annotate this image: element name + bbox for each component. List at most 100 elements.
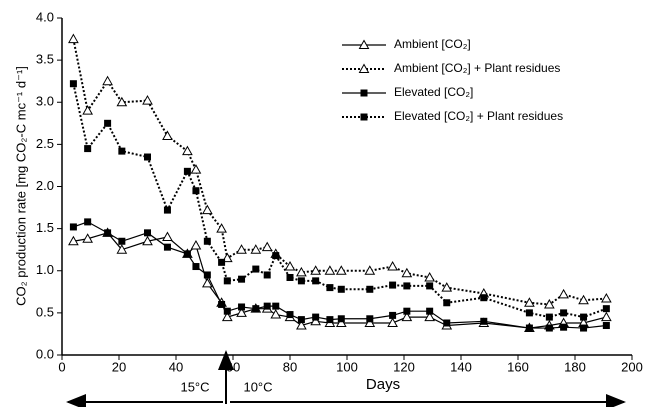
y-tick-label: 0.0 bbox=[36, 346, 54, 361]
marker bbox=[426, 282, 434, 290]
marker bbox=[203, 271, 211, 279]
legend-label: Elevated [CO₂] + Plant residues bbox=[394, 109, 563, 123]
marker bbox=[236, 244, 247, 254]
marker bbox=[104, 119, 112, 127]
marker bbox=[272, 252, 280, 260]
marker bbox=[602, 322, 610, 330]
marker bbox=[190, 164, 202, 174]
annotation: 15°C bbox=[180, 379, 209, 394]
marker bbox=[182, 145, 193, 156]
marker bbox=[441, 282, 453, 292]
marker bbox=[580, 313, 588, 321]
marker bbox=[201, 277, 213, 288]
marker bbox=[201, 204, 213, 215]
marker bbox=[116, 96, 128, 107]
marker bbox=[68, 33, 79, 44]
legend-label: Elevated [CO₂] bbox=[394, 85, 473, 99]
marker bbox=[578, 294, 589, 305]
marker bbox=[524, 297, 535, 307]
marker bbox=[118, 237, 126, 245]
marker bbox=[286, 311, 294, 319]
marker bbox=[480, 317, 488, 325]
marker bbox=[403, 282, 411, 290]
x-tick-label: 40 bbox=[169, 359, 183, 374]
marker bbox=[82, 105, 94, 115]
marker bbox=[142, 95, 153, 105]
marker bbox=[162, 231, 173, 242]
marker bbox=[364, 317, 376, 327]
y-axis-label: CO₂ production rate [mg CO₂-C mc⁻¹ d⁻¹] bbox=[13, 66, 28, 306]
marker bbox=[310, 315, 322, 326]
marker bbox=[144, 153, 151, 161]
marker bbox=[261, 241, 273, 252]
marker bbox=[272, 302, 280, 310]
x-tick-label: 0 bbox=[58, 359, 65, 374]
x-tick-label: 60 bbox=[226, 359, 240, 374]
marker bbox=[263, 302, 271, 310]
marker bbox=[236, 307, 247, 317]
legend-marker bbox=[360, 89, 368, 97]
marker bbox=[284, 261, 296, 271]
marker bbox=[223, 277, 231, 285]
marker bbox=[337, 315, 345, 323]
marker bbox=[84, 145, 92, 153]
marker bbox=[252, 265, 260, 273]
marker bbox=[525, 324, 533, 332]
x-tick-label: 80 bbox=[283, 359, 297, 374]
marker bbox=[250, 244, 262, 254]
marker bbox=[364, 265, 376, 275]
marker bbox=[69, 80, 77, 88]
y-tick-label: 2.5 bbox=[36, 136, 54, 151]
marker bbox=[545, 324, 553, 332]
marker bbox=[324, 265, 336, 275]
marker bbox=[192, 263, 200, 271]
marker bbox=[389, 311, 397, 319]
marker bbox=[310, 265, 322, 275]
y-tick-label: 3.5 bbox=[36, 52, 54, 67]
marker bbox=[560, 323, 568, 331]
marker bbox=[602, 305, 610, 313]
x-tick-label: 160 bbox=[507, 359, 529, 374]
marker bbox=[337, 285, 345, 293]
marker bbox=[543, 298, 555, 309]
marker bbox=[401, 267, 413, 278]
marker bbox=[163, 206, 171, 214]
marker bbox=[326, 284, 334, 292]
marker bbox=[297, 316, 305, 324]
marker bbox=[183, 167, 191, 175]
marker bbox=[297, 277, 305, 285]
marker bbox=[401, 311, 413, 322]
marker bbox=[144, 229, 151, 237]
y-tick-label: 0.5 bbox=[36, 304, 54, 319]
marker bbox=[443, 319, 451, 327]
marker bbox=[424, 311, 436, 322]
marker bbox=[443, 299, 451, 307]
marker bbox=[335, 265, 347, 275]
marker bbox=[263, 271, 271, 279]
marker bbox=[545, 313, 553, 321]
marker bbox=[558, 288, 569, 299]
y-tick-label: 1.0 bbox=[36, 262, 54, 277]
y-tick-label: 2.0 bbox=[36, 178, 54, 193]
marker bbox=[296, 266, 307, 277]
marker bbox=[218, 300, 226, 308]
x-tick-label: 20 bbox=[112, 359, 126, 374]
y-tick-label: 1.5 bbox=[36, 220, 54, 235]
marker bbox=[252, 305, 260, 313]
marker bbox=[162, 130, 173, 140]
marker bbox=[525, 309, 533, 317]
x-tick-label: 180 bbox=[564, 359, 586, 374]
marker bbox=[366, 315, 374, 323]
legend-label: Ambient [CO₂] + Plant residues bbox=[394, 61, 560, 75]
marker bbox=[387, 261, 398, 271]
legend-marker bbox=[360, 113, 368, 121]
marker bbox=[221, 311, 233, 322]
marker bbox=[116, 244, 128, 254]
x-tick-label: 200 bbox=[621, 359, 643, 374]
marker bbox=[403, 307, 411, 315]
marker bbox=[312, 277, 320, 285]
marker bbox=[580, 324, 588, 332]
legend-marker bbox=[358, 63, 370, 73]
marker bbox=[600, 293, 612, 303]
